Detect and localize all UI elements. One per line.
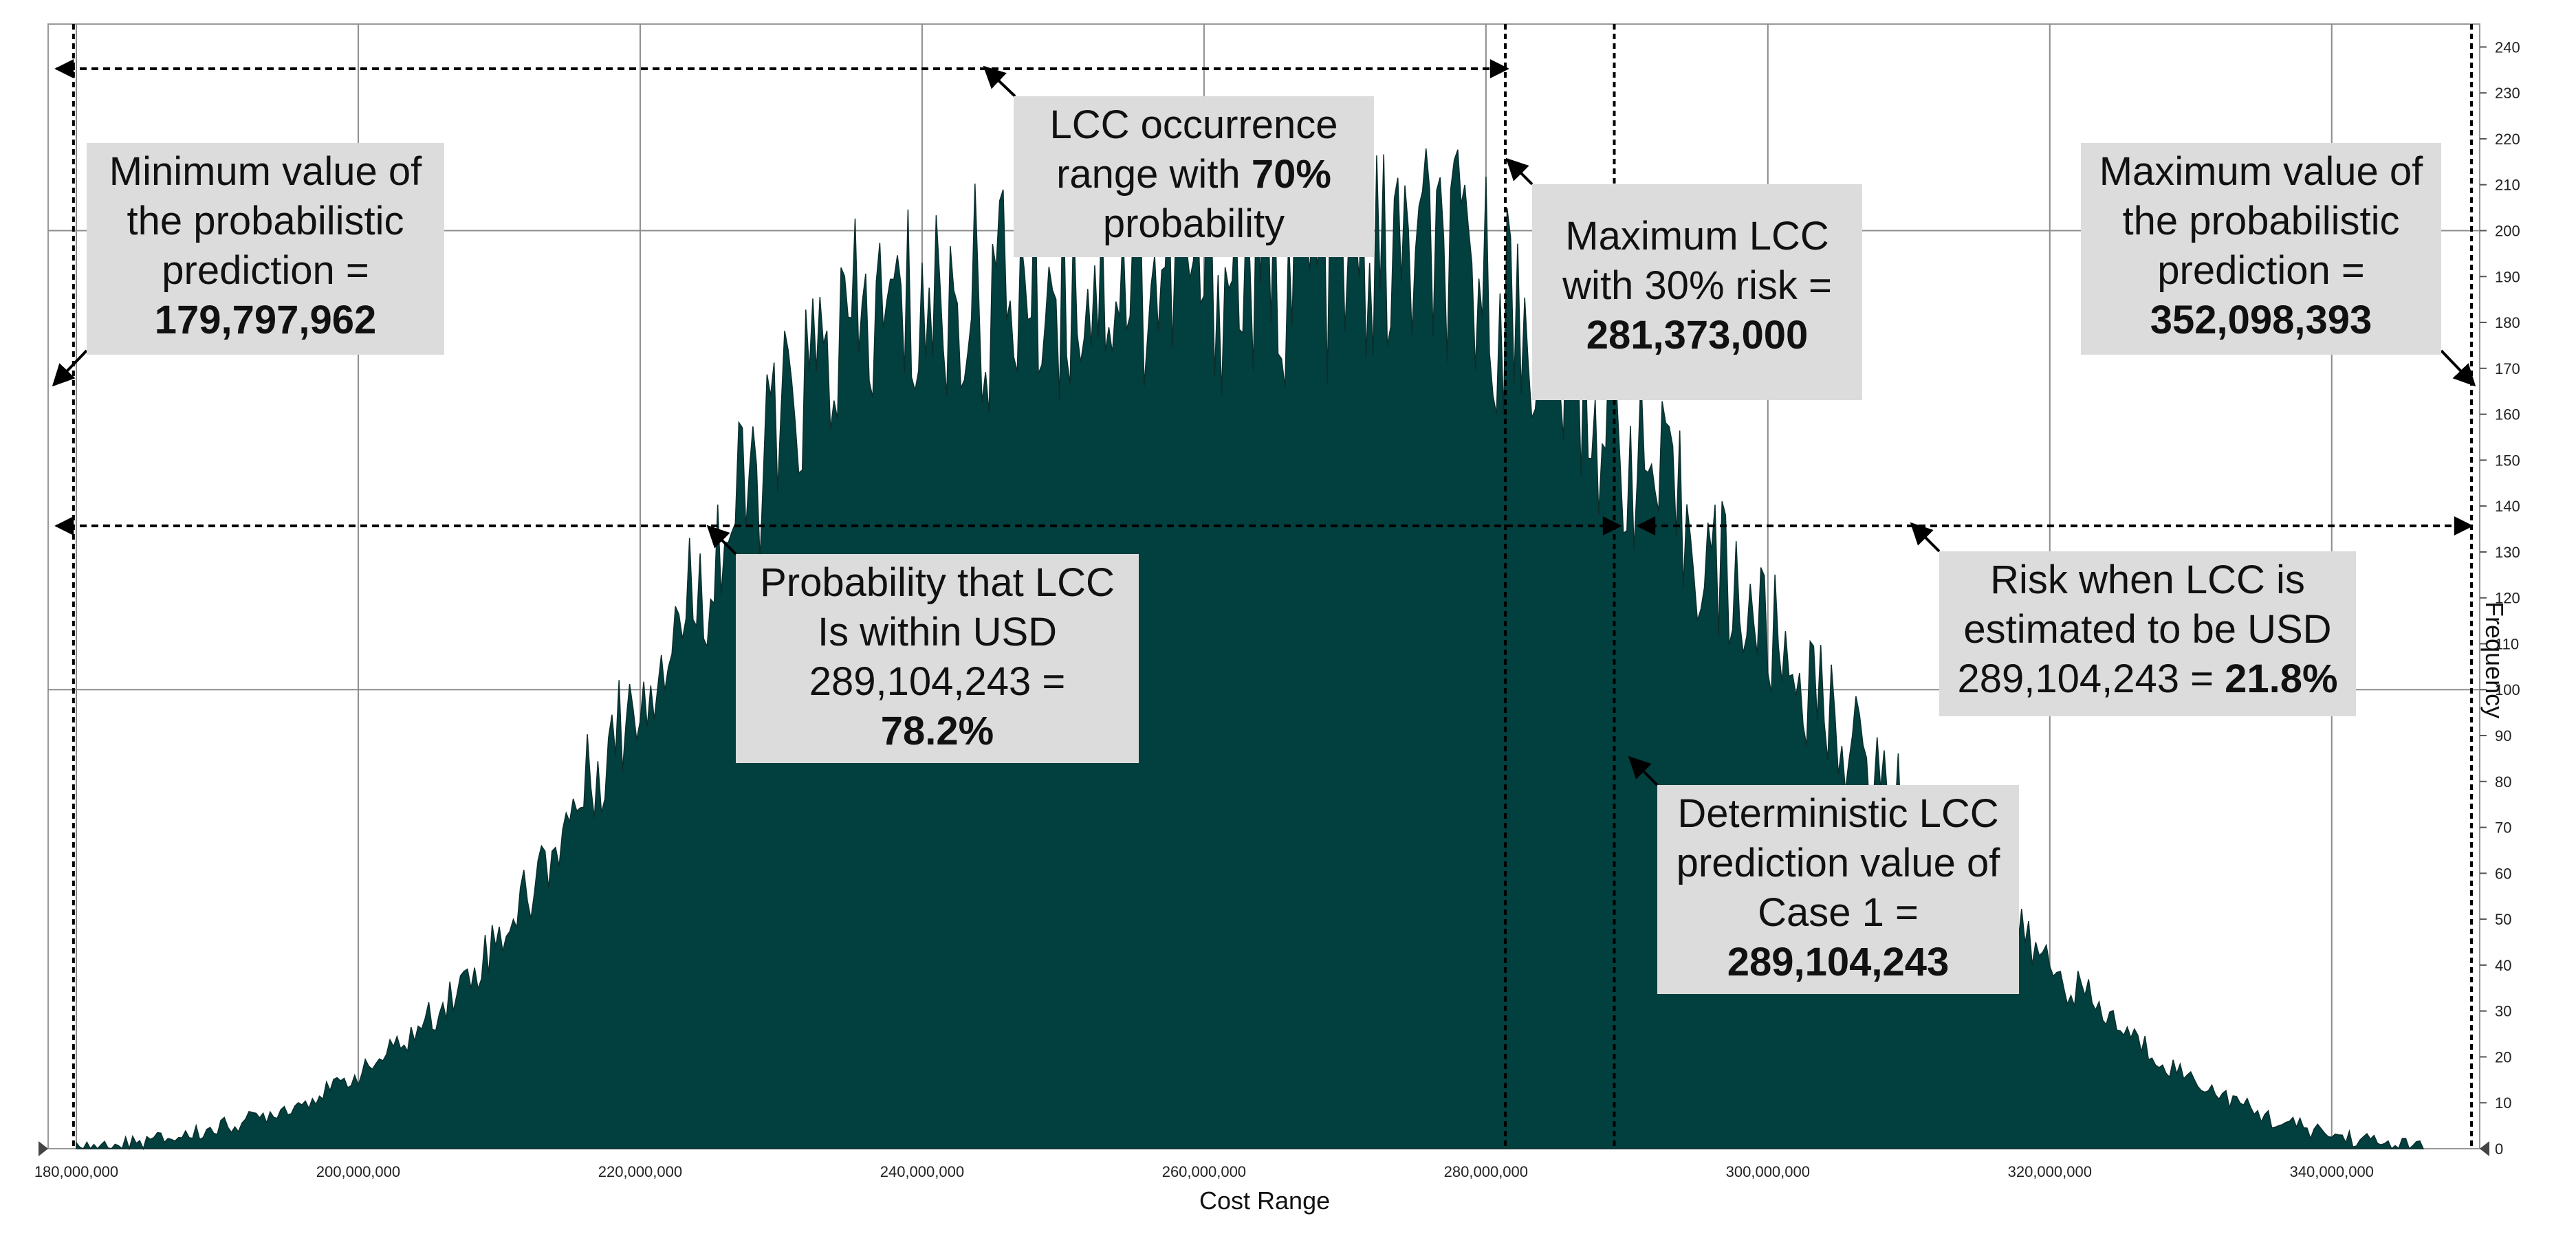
x-axis-end-marker xyxy=(2480,1141,2489,1156)
x-tick-label: 280,000,000 xyxy=(1444,1163,1528,1180)
y-tick-label: 240 xyxy=(2495,38,2520,56)
pointer-risk-box xyxy=(1910,522,1941,553)
y-tick-label: 140 xyxy=(2495,498,2520,515)
y-tick-label: 60 xyxy=(2495,865,2511,882)
y-tick-label: 130 xyxy=(2495,544,2520,561)
pointer-deterministic-box xyxy=(1628,755,1659,786)
y-tick-label: 160 xyxy=(2495,406,2520,423)
y-tick-label: 230 xyxy=(2495,85,2520,102)
x-tick-labels: 180,000,000 200,000,000 220,000,000 240,000… xyxy=(34,1163,2374,1180)
callout-min-value: Minimum value of the probabilistic predi… xyxy=(87,143,444,355)
x-tick-label: 320,000,000 xyxy=(2008,1163,2092,1180)
y-tick-label: 90 xyxy=(2495,727,2511,744)
annotation-arrows xyxy=(52,59,2476,786)
y-tick-label: 210 xyxy=(2495,177,2520,194)
callout-max-value: Maximum value of the probabilistic predi… xyxy=(2081,143,2441,355)
y-axis-title: Frequency xyxy=(2480,602,2509,719)
y-tick-label: 40 xyxy=(2495,957,2511,974)
x-tick-label: 240,000,000 xyxy=(880,1163,964,1180)
pointer-max-box xyxy=(2440,349,2476,387)
y-tick-label: 170 xyxy=(2495,360,2520,377)
callout-70-range: LCC occurrence range with 70% probabilit… xyxy=(1014,96,1374,257)
x-tick-label: 200,000,000 xyxy=(316,1163,400,1180)
y-tick-label: 180 xyxy=(2495,314,2520,331)
y-tick-label: 50 xyxy=(2495,911,2511,928)
x-axis-title: Cost Range xyxy=(1199,1187,1331,1215)
y-tick-label: 10 xyxy=(2495,1094,2511,1112)
pointer-prob-box xyxy=(706,525,737,555)
y-tick-label: 70 xyxy=(2495,819,2511,837)
y-tick-label: 190 xyxy=(2495,268,2520,285)
x-tick-label: 180,000,000 xyxy=(34,1163,118,1180)
pointer-max-lcc-box xyxy=(1505,157,1533,186)
y-tick-label: 220 xyxy=(2495,131,2520,148)
x-tick-label: 220,000,000 xyxy=(598,1163,682,1180)
pointer-min-box xyxy=(52,349,88,387)
y-tick-label: 100 xyxy=(2495,681,2520,698)
x-tick-label: 340,000,000 xyxy=(2290,1163,2374,1180)
y-tick-label: 120 xyxy=(2495,590,2520,607)
pointer-range-box xyxy=(983,65,1016,98)
y-tick-label: 80 xyxy=(2495,773,2511,791)
callout-deterministic: Deterministic LCC prediction value of Ca… xyxy=(1657,785,2019,994)
callout-risk: Risk when LCC is estimated to be USD 289… xyxy=(1939,551,2356,716)
y-tick-label: 0 xyxy=(2495,1140,2503,1158)
y-tick-label: 150 xyxy=(2495,452,2520,469)
y-tick-label: 200 xyxy=(2495,222,2520,239)
y-tick-labels: 0 10 20 30 40 50 60 70 80 90 100 110 120 130 140 150 160… xyxy=(39,38,2520,1158)
callout-max-lcc-30-risk: Maximum LCC with 30% risk = 281,373,000 xyxy=(1532,184,1862,400)
y-tick-label: 20 xyxy=(2495,1048,2511,1066)
callout-probability: Probability that LCC Is within USD 289,1… xyxy=(736,554,1139,763)
y-tick-label: 110 xyxy=(2495,635,2519,652)
x-tick-label: 260,000,000 xyxy=(1162,1163,1246,1180)
y-tick-label: 30 xyxy=(2495,1003,2511,1020)
x-axis-start-marker xyxy=(39,1141,48,1156)
x-tick-label: 300,000,000 xyxy=(1726,1163,1810,1180)
